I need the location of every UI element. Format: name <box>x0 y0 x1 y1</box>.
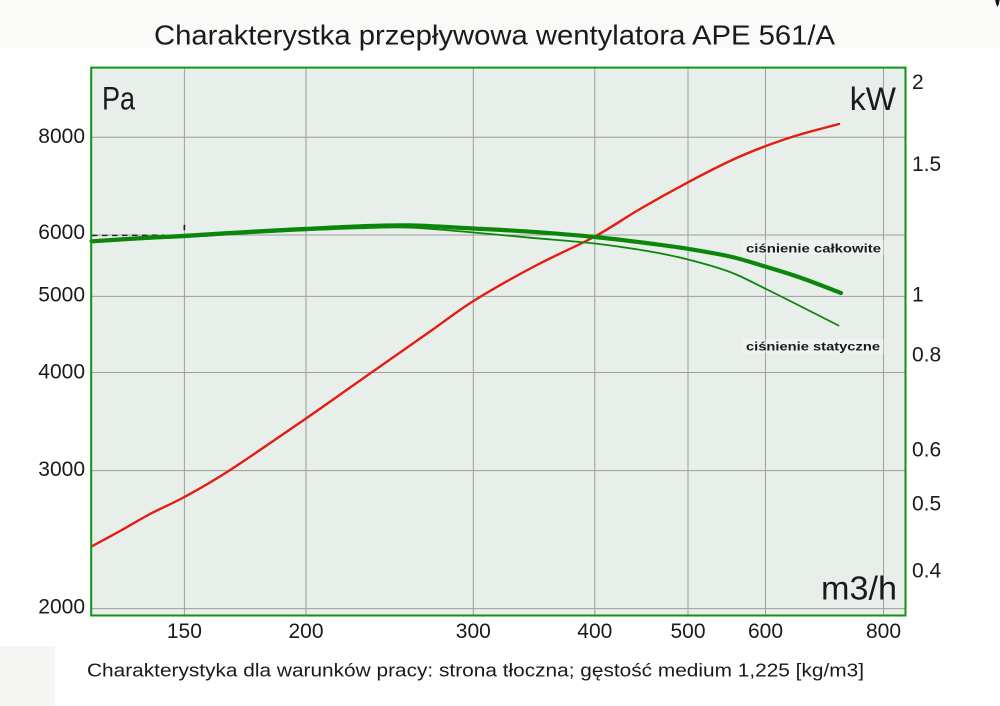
svg-text:4000: 4000 <box>38 361 85 384</box>
svg-text:0.4: 0.4 <box>912 560 942 583</box>
svg-text:Charakterystyka dla warunków p: Charakterystyka dla warunków pracy: stro… <box>87 661 864 681</box>
svg-text:Pa: Pa <box>102 80 135 116</box>
svg-text:300: 300 <box>456 620 491 643</box>
svg-text:Charakterystka przepływowa wen: Charakterystka przepływowa wentylatora A… <box>154 20 836 51</box>
svg-text:800: 800 <box>866 620 901 643</box>
svg-text:2: 2 <box>912 71 924 94</box>
svg-text:2000: 2000 <box>38 596 85 619</box>
svg-text:0.8: 0.8 <box>912 344 941 367</box>
svg-text:1.5: 1.5 <box>912 153 941 176</box>
svg-text:500: 500 <box>670 620 705 643</box>
svg-text:0.6: 0.6 <box>912 439 941 462</box>
svg-text:400: 400 <box>577 620 612 643</box>
svg-text:600: 600 <box>748 620 783 643</box>
svg-text:3000: 3000 <box>38 458 85 481</box>
svg-text:5000: 5000 <box>38 284 85 307</box>
svg-text:150: 150 <box>167 620 202 643</box>
svg-text:1: 1 <box>912 284 924 307</box>
svg-text:8000: 8000 <box>38 125 85 148</box>
svg-text:ciśnienie całkowite: ciśnienie całkowite <box>746 242 881 256</box>
svg-text:m3/h: m3/h <box>821 570 897 607</box>
svg-text:6000: 6000 <box>38 221 85 244</box>
svg-text:0.5: 0.5 <box>912 493 941 516</box>
svg-text:kW: kW <box>850 81 897 117</box>
svg-text:ciśnienie statyczne: ciśnienie statyczne <box>746 340 880 354</box>
svg-text:200: 200 <box>288 620 323 643</box>
